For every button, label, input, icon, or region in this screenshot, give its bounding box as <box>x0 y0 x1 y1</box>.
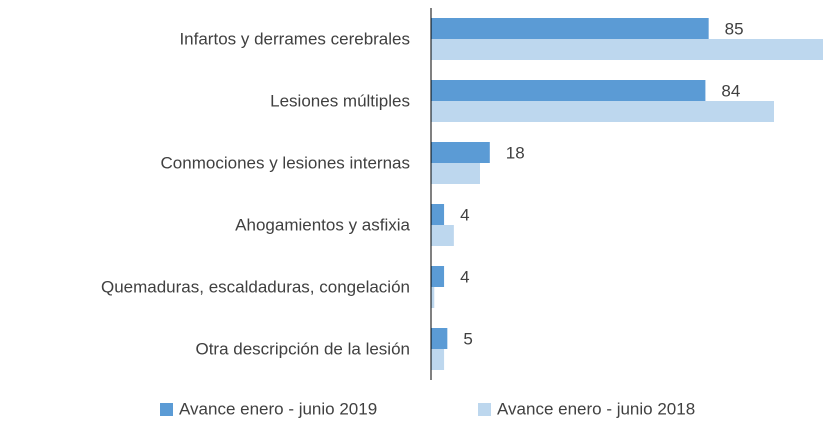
bar <box>431 287 435 308</box>
bar <box>431 225 454 246</box>
bar <box>431 18 709 39</box>
category-label: Lesiones múltiples <box>270 91 410 110</box>
bar <box>431 80 706 101</box>
data-label: 85 <box>725 19 744 38</box>
category-label: Infartos y derrames cerebrales <box>179 29 410 48</box>
legend-swatch <box>160 403 173 416</box>
bar <box>431 266 445 287</box>
bar <box>431 142 490 163</box>
category-label: Otra descripción de la lesión <box>195 339 410 358</box>
bar <box>431 39 823 60</box>
data-label: 84 <box>721 81 740 100</box>
data-label: 5 <box>463 329 472 348</box>
bar <box>431 349 445 370</box>
legend-label: Avance enero - junio 2019 <box>179 399 377 418</box>
data-label: 4 <box>460 267 469 286</box>
category-label: Ahogamientos y asfixia <box>235 215 410 234</box>
data-label: 4 <box>460 205 469 224</box>
bar <box>431 163 480 184</box>
bar <box>431 328 448 349</box>
bar <box>431 101 774 122</box>
bar <box>431 204 445 225</box>
legend-swatch <box>478 403 491 416</box>
data-label: 18 <box>506 143 525 162</box>
category-label: Conmociones y lesiones internas <box>161 153 410 172</box>
legend-label: Avance enero - junio 2018 <box>497 399 695 418</box>
category-label: Quemaduras, escaldaduras, congelación <box>101 277 410 296</box>
